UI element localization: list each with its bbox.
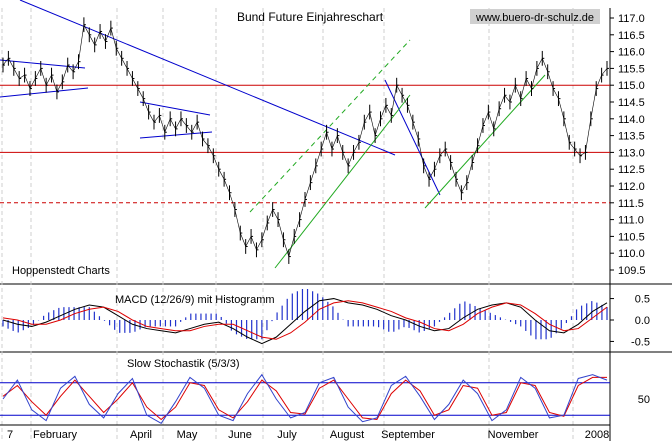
signal-line [2, 300, 608, 340]
source-label: www.buero-dr-schulz.de [475, 12, 594, 24]
y-tick-label: 116.0 [618, 47, 645, 59]
y-tick-label: 114.5 [618, 97, 645, 109]
x-tick-label: June [228, 429, 252, 441]
y-tick-label: 116.5 [618, 30, 645, 42]
uptrend-channel-line [274, 94, 411, 269]
price-series [2, 23, 608, 258]
y-tick-label: 117.0 [618, 13, 645, 25]
chart-title: Bund Future Einjahreschart [237, 10, 384, 24]
uptrend-line [424, 74, 546, 209]
stochastic-panel [0, 373, 610, 424]
y-tick-label: 115.0 [618, 80, 645, 92]
y-tick-label: 112.0 [618, 181, 645, 193]
y-tick-label: 114.0 [618, 114, 645, 126]
grid [0, 8, 672, 441]
triangle-line [0, 87, 89, 98]
x-tick-label: August [330, 429, 364, 441]
y-tick-label: 113.0 [618, 147, 645, 159]
downtrend-line [19, 0, 396, 156]
triangle-line [139, 101, 211, 116]
uptrend-channel-line [249, 39, 411, 213]
y-tick-label: 113.5 [618, 131, 645, 143]
y-tick-label: 110.0 [618, 248, 645, 260]
x-tick-label: 7 [7, 429, 13, 441]
price-panel [2, 17, 609, 264]
y-tick-label: -0.5 [631, 336, 650, 348]
y-tick-label: 111.5 [618, 198, 644, 210]
stoch-d-line [2, 376, 607, 421]
macd-panel [2, 288, 608, 345]
stoch-k-line [2, 373, 608, 424]
x-tick-label: July [277, 429, 297, 441]
y-tick-label: 50 [638, 394, 650, 406]
provider-label: Hoppenstedt Charts [12, 265, 110, 277]
y-tick-label: 0.5 [635, 294, 650, 306]
y-tick-label: 0.0 [635, 315, 650, 327]
axis-labels: 7 February April May June July August September… [7, 13, 650, 441]
x-tick-label: September [381, 429, 435, 441]
y-tick-label: 109.5 [618, 265, 646, 277]
x-tick-label: November [488, 429, 539, 441]
x-tick-label: May [177, 429, 198, 441]
y-tick-label: 112.5 [618, 164, 645, 176]
stochastic-title: Slow Stochastik (5/3/3) [127, 358, 240, 370]
y-tick-label: 115.5 [618, 63, 645, 75]
x-tick-label: 2008 [585, 429, 609, 441]
x-tick-label: February [33, 429, 78, 441]
y-tick-label: 111.0 [618, 215, 644, 227]
y-tick-label: 110.5 [618, 231, 645, 243]
macd-title: MACD (12/26/9) mit Histogramm [115, 294, 275, 306]
x-tick-label: April [130, 429, 152, 441]
